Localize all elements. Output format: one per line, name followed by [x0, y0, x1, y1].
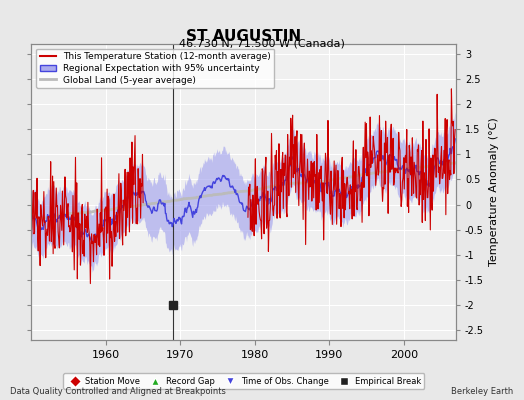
Y-axis label: Temperature Anomaly (°C): Temperature Anomaly (°C) [489, 118, 499, 266]
Text: Data Quality Controlled and Aligned at Breakpoints: Data Quality Controlled and Aligned at B… [10, 387, 226, 396]
Legend: Station Move, Record Gap, Time of Obs. Change, Empirical Break: Station Move, Record Gap, Time of Obs. C… [63, 374, 424, 389]
Text: Berkeley Earth: Berkeley Earth [451, 387, 514, 396]
Text: 46.730 N, 71.500 W (Canada): 46.730 N, 71.500 W (Canada) [179, 38, 345, 48]
Title: ST AUGUSTIN: ST AUGUSTIN [186, 29, 301, 44]
